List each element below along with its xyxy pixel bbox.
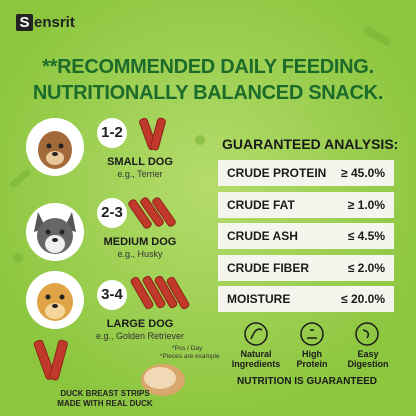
note: *Pieces are example (160, 353, 220, 360)
feature-line: Digestion (347, 359, 389, 369)
feature-line: Protein (296, 359, 328, 369)
feeding-count: 1-2 (97, 118, 127, 148)
nutrient-name: CRUDE FIBER (227, 260, 310, 275)
nutrient-value: ≥ 1.0% (347, 197, 385, 212)
feature-line: Easy (357, 349, 379, 359)
nutrient-name: CRUDE PROTEIN (227, 166, 327, 180)
feeding-count: 2-3 (97, 198, 127, 228)
dog-example: e.g., Husky (117, 249, 163, 259)
logo-letter: S (16, 14, 33, 31)
logo-text: ensrit (34, 14, 75, 31)
title: **RECOMMENDED DAILY FEEDING. (42, 56, 374, 78)
feature-line: Ingredients (231, 359, 281, 369)
dog-example: e.g., Terrier (117, 169, 163, 179)
dog-icons (26, 118, 84, 329)
footer: NUTRITION IS GUARANTEED (237, 376, 377, 387)
nutrient-value: ≤ 2.0% (347, 260, 385, 275)
caption: MADE WITH REAL DUCK (57, 399, 153, 408)
nutrient-value: ≤ 4.5% (347, 229, 385, 243)
analysis-row: CRUDE ASH ≤ 4.5% (218, 223, 394, 249)
analysis-row: CRUDE FAT ≥ 1.0% (218, 191, 394, 218)
jerky (33, 117, 190, 381)
nutrient-value: ≥ 45.0% (341, 166, 385, 180)
analysis-title: GUARANTEED ANALYSIS: (222, 136, 399, 152)
dog-example: e.g., Golden Retriever (95, 331, 185, 341)
nutrient-name: CRUDE ASH (227, 229, 298, 243)
dog-size: MEDIUM DOG (103, 236, 177, 248)
analysis-row: CRUDE PROTEIN ≥ 45.0% (218, 160, 394, 186)
nutrient-value: ≤ 20.0% (341, 292, 385, 306)
analysis-row: CRUDE FIBER ≤ 2.0% (218, 254, 394, 281)
feature-line: High (302, 349, 322, 359)
feature-label: High Protein (282, 349, 342, 369)
title: NUTRITIONALLY BALANCED SNACK. (32, 82, 384, 104)
feeding-count: 3-4 (97, 280, 127, 310)
feature-icons (244, 322, 379, 346)
feature-label: Easy Digestion (338, 349, 398, 369)
feature-label: Natural Ingredients (226, 349, 286, 369)
analysis-row: MOISTURE ≤ 20.0% (218, 286, 394, 312)
note: *Pcs / Day (172, 345, 203, 352)
nutrient-name: CRUDE FAT (227, 197, 295, 212)
feature-line: Natural (240, 349, 272, 359)
dog-size: LARGE DOG (106, 318, 174, 330)
caption: DUCK BREAST STRIPS (60, 389, 150, 398)
dog-size: SMALL DOG (107, 156, 173, 168)
nutrient-name: MOISTURE (227, 292, 291, 306)
